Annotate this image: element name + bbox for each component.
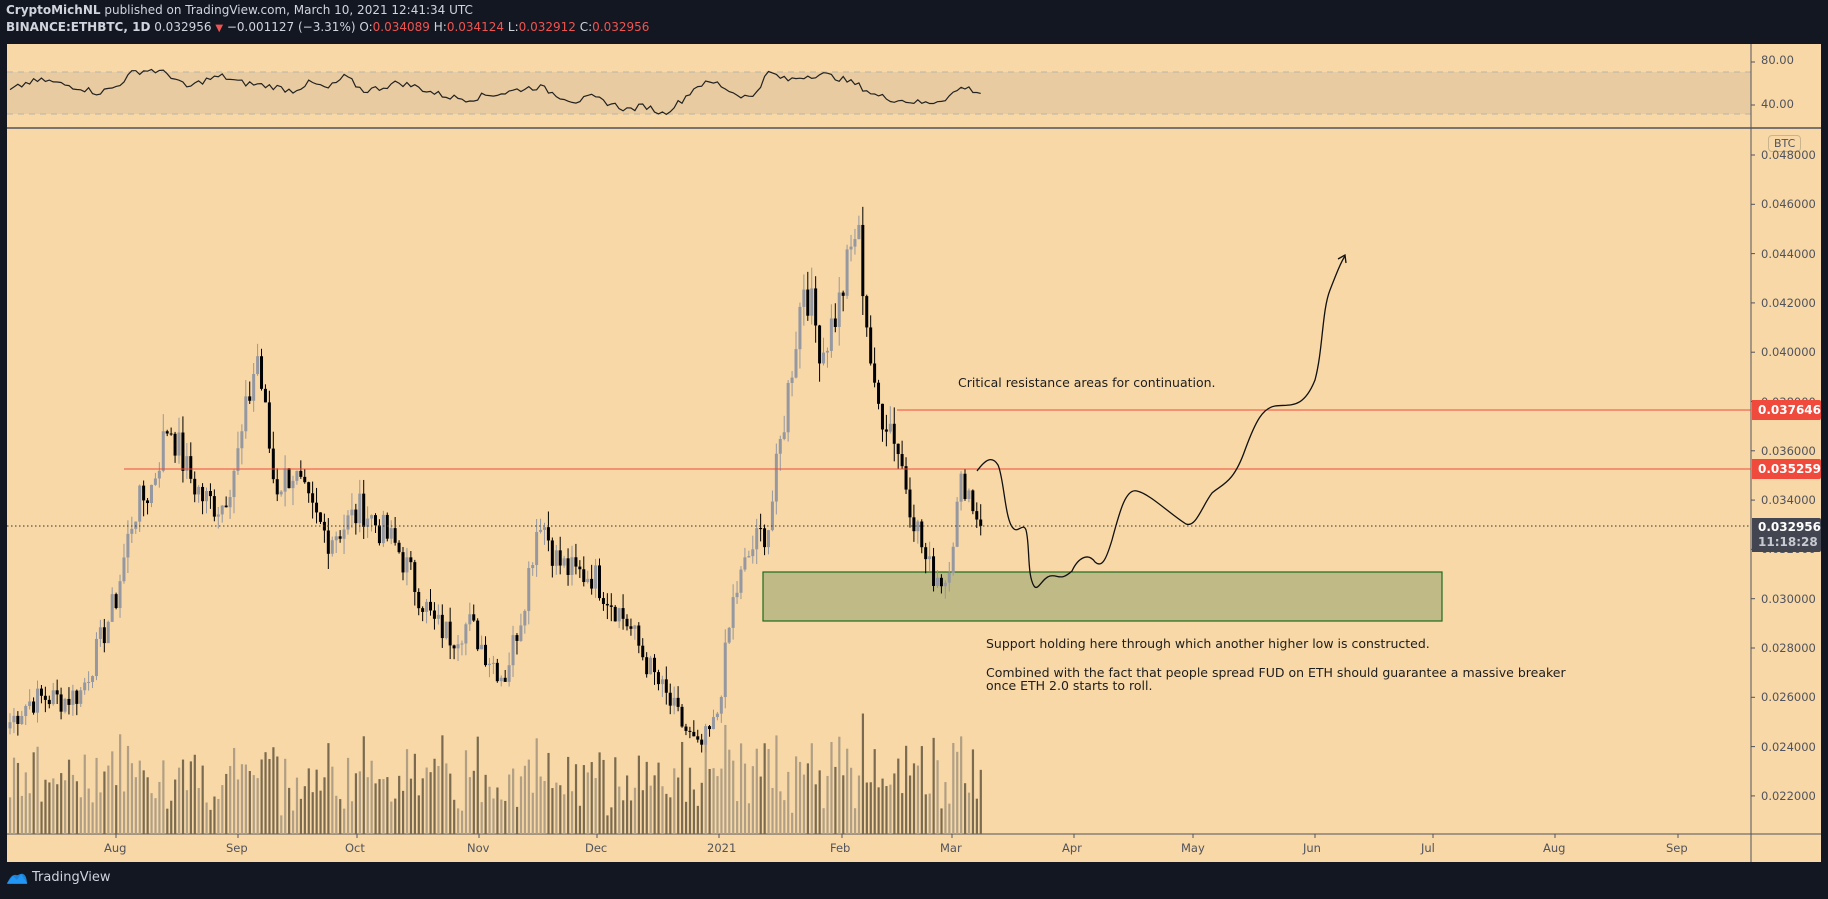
footer: TradingView [6,870,111,885]
time-tick: Jun [1303,841,1321,855]
volume-bars [9,713,982,834]
price-tick: 0.046000 [1761,197,1816,212]
chart-frame[interactable] [7,44,1821,862]
time-tick: Jul [1421,841,1435,855]
time-tick: Aug [104,841,127,855]
time-tick: Sep [1666,841,1688,855]
time-tick: May [1181,841,1205,855]
price-tick: 0.024000 [1761,739,1816,754]
close-value: 0.032956 [592,20,650,34]
support-note[interactable]: Support holding here through which anoth… [986,636,1430,651]
price-change: −0.001127 (−3.31%) [226,20,356,34]
tradingview-logo-icon [7,873,27,884]
axis-ticks [115,61,1755,838]
arrow-head-icon [1337,253,1347,264]
time-tick: Apr [1062,841,1082,855]
high-value: 0.034124 [446,20,505,34]
resistance-note[interactable]: Critical resistance areas for continuati… [958,375,1216,390]
resistance-tag-lower: 0.035259 [1752,459,1821,479]
price-tick: 0.022000 [1761,788,1816,803]
candlesticks [8,206,983,753]
publish-line: CryptoMichNL published on TradingView.co… [6,2,649,19]
time-tick: Nov [467,841,490,855]
last-price: 0.032956 [154,20,212,34]
chart-header: CryptoMichNL published on TradingView.co… [6,2,649,37]
author-name[interactable]: CryptoMichNL [6,3,101,17]
open-label: O: [359,20,373,34]
low-label: L: [507,20,519,34]
price-tick: 0.048000 [1761,148,1816,162]
price-tick: 0.034000 [1761,493,1816,508]
rsi-line [9,68,981,116]
projection-path[interactable] [976,255,1346,589]
published-text: published on TradingView.com, March 10, … [100,3,473,17]
price-tick: 0.044000 [1761,246,1816,261]
price-tick: 0.042000 [1761,295,1816,310]
time-tick: Oct [345,841,365,855]
time-tick: Sep [226,841,248,855]
ohlc-line: BINANCE:ETHBTC, 1D 0.032956 ▼ −0.001127 … [6,19,649,37]
last-price-value: 0.032956 [1758,520,1822,534]
high-label: H: [433,20,447,34]
last-price-tag: 0.032956 11:18:28 [1752,518,1821,552]
price-tick: 0.036000 [1761,443,1816,458]
support-zone-box[interactable] [762,571,1443,622]
currency-badge[interactable]: BTC [1768,135,1802,152]
low-value: 0.032912 [518,20,576,34]
price-tick: 0.028000 [1761,641,1816,655]
breaker-note[interactable]: Combined with the fact that people sprea… [986,665,1566,693]
time-tick: Aug [1543,841,1566,855]
bar-countdown: 11:18:28 [1758,535,1818,549]
time-tick: Feb [830,841,851,855]
resistance-tag-upper: 0.037646 [1752,400,1821,420]
down-arrow-icon: ▼ [215,23,224,34]
time-tick: Dec [585,841,608,855]
rsi-tick-40: 40.00 [1761,97,1794,111]
footer-brand[interactable]: TradingView [32,870,111,885]
price-tick: 0.030000 [1761,591,1816,606]
time-tick: Mar [940,841,962,855]
close-label: C: [579,20,593,34]
open-value: 0.034089 [372,20,430,34]
time-tick: 2021 [707,841,737,855]
price-tick: 0.040000 [1761,345,1816,360]
rsi-tick-80: 80.00 [1761,53,1794,67]
symbol-label: BINANCE:ETHBTC, 1D [6,20,151,34]
rsi-band [7,72,1751,114]
price-tick: 0.026000 [1761,690,1816,705]
